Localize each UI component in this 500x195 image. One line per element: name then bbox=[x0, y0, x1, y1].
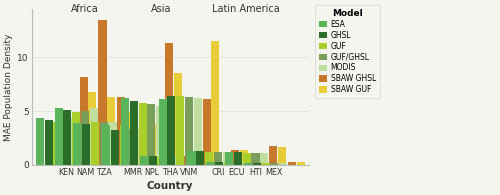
Bar bbox=[242, 162, 250, 165]
Bar bbox=[174, 74, 182, 165]
Bar bbox=[130, 101, 138, 165]
Bar bbox=[279, 163, 287, 165]
Bar bbox=[244, 163, 252, 165]
Bar bbox=[185, 97, 193, 165]
Bar bbox=[192, 155, 200, 165]
Bar bbox=[222, 152, 230, 165]
Bar bbox=[88, 92, 96, 165]
Bar bbox=[98, 20, 106, 165]
Bar bbox=[205, 152, 213, 165]
Bar bbox=[91, 122, 99, 165]
Bar bbox=[202, 99, 210, 165]
Bar bbox=[262, 163, 270, 165]
Bar bbox=[288, 162, 296, 165]
Text: Latin America: Latin America bbox=[212, 4, 280, 14]
Bar bbox=[81, 111, 89, 165]
Bar bbox=[270, 163, 278, 165]
Bar bbox=[44, 120, 52, 165]
Bar bbox=[102, 125, 110, 165]
Bar bbox=[74, 123, 82, 165]
Bar bbox=[232, 162, 240, 165]
Bar bbox=[54, 122, 62, 165]
Bar bbox=[100, 122, 108, 165]
Bar bbox=[214, 152, 222, 165]
Bar bbox=[176, 96, 184, 165]
Bar bbox=[82, 124, 90, 165]
Bar bbox=[158, 157, 166, 165]
Bar bbox=[146, 124, 154, 165]
Bar bbox=[140, 156, 148, 165]
Bar bbox=[166, 157, 174, 165]
Legend: ESA, GHSL, GUF, GUF/GHSL, MODIS, SBAW GHSL, SBAW GUF: ESA, GHSL, GUF, GUF/GHSL, MODIS, SBAW GH… bbox=[316, 5, 380, 98]
Bar bbox=[155, 124, 163, 165]
Bar bbox=[269, 145, 277, 165]
Bar bbox=[252, 163, 261, 165]
Bar bbox=[121, 98, 129, 165]
Bar bbox=[64, 110, 72, 165]
Bar bbox=[225, 152, 233, 165]
Bar bbox=[260, 153, 268, 165]
Bar bbox=[138, 129, 145, 165]
Bar bbox=[259, 161, 267, 165]
Bar bbox=[175, 157, 183, 165]
Bar bbox=[212, 41, 220, 165]
Bar bbox=[62, 121, 70, 165]
Bar bbox=[80, 77, 88, 165]
Bar bbox=[232, 150, 239, 165]
X-axis label: Country: Country bbox=[147, 181, 194, 191]
Bar bbox=[240, 150, 248, 165]
Bar bbox=[54, 108, 62, 165]
Bar bbox=[107, 97, 116, 165]
Bar bbox=[206, 162, 214, 165]
Bar bbox=[188, 151, 196, 165]
Bar bbox=[242, 153, 250, 165]
Bar bbox=[184, 156, 192, 165]
Bar bbox=[196, 151, 204, 165]
Bar bbox=[215, 162, 223, 165]
Bar bbox=[250, 161, 258, 165]
Bar bbox=[148, 156, 156, 165]
Bar bbox=[194, 98, 202, 165]
Bar bbox=[36, 118, 44, 165]
Bar bbox=[72, 112, 80, 165]
Y-axis label: MAE Population Density: MAE Population Density bbox=[4, 33, 13, 141]
Bar bbox=[156, 106, 164, 165]
Bar bbox=[168, 96, 175, 165]
Text: Africa: Africa bbox=[71, 4, 99, 14]
Bar bbox=[117, 97, 126, 165]
Bar bbox=[165, 43, 173, 165]
Bar bbox=[234, 152, 242, 165]
Bar bbox=[111, 130, 119, 165]
Text: Asia: Asia bbox=[150, 4, 171, 14]
Bar bbox=[128, 129, 136, 165]
Bar bbox=[71, 118, 79, 165]
Bar bbox=[120, 125, 128, 165]
Bar bbox=[158, 99, 166, 165]
Bar bbox=[224, 162, 232, 165]
Bar bbox=[252, 153, 260, 165]
Bar bbox=[278, 147, 286, 165]
Bar bbox=[126, 112, 134, 165]
Bar bbox=[90, 108, 98, 165]
Bar bbox=[296, 162, 304, 165]
Bar bbox=[108, 122, 116, 165]
Bar bbox=[138, 103, 146, 165]
Bar bbox=[148, 104, 156, 165]
